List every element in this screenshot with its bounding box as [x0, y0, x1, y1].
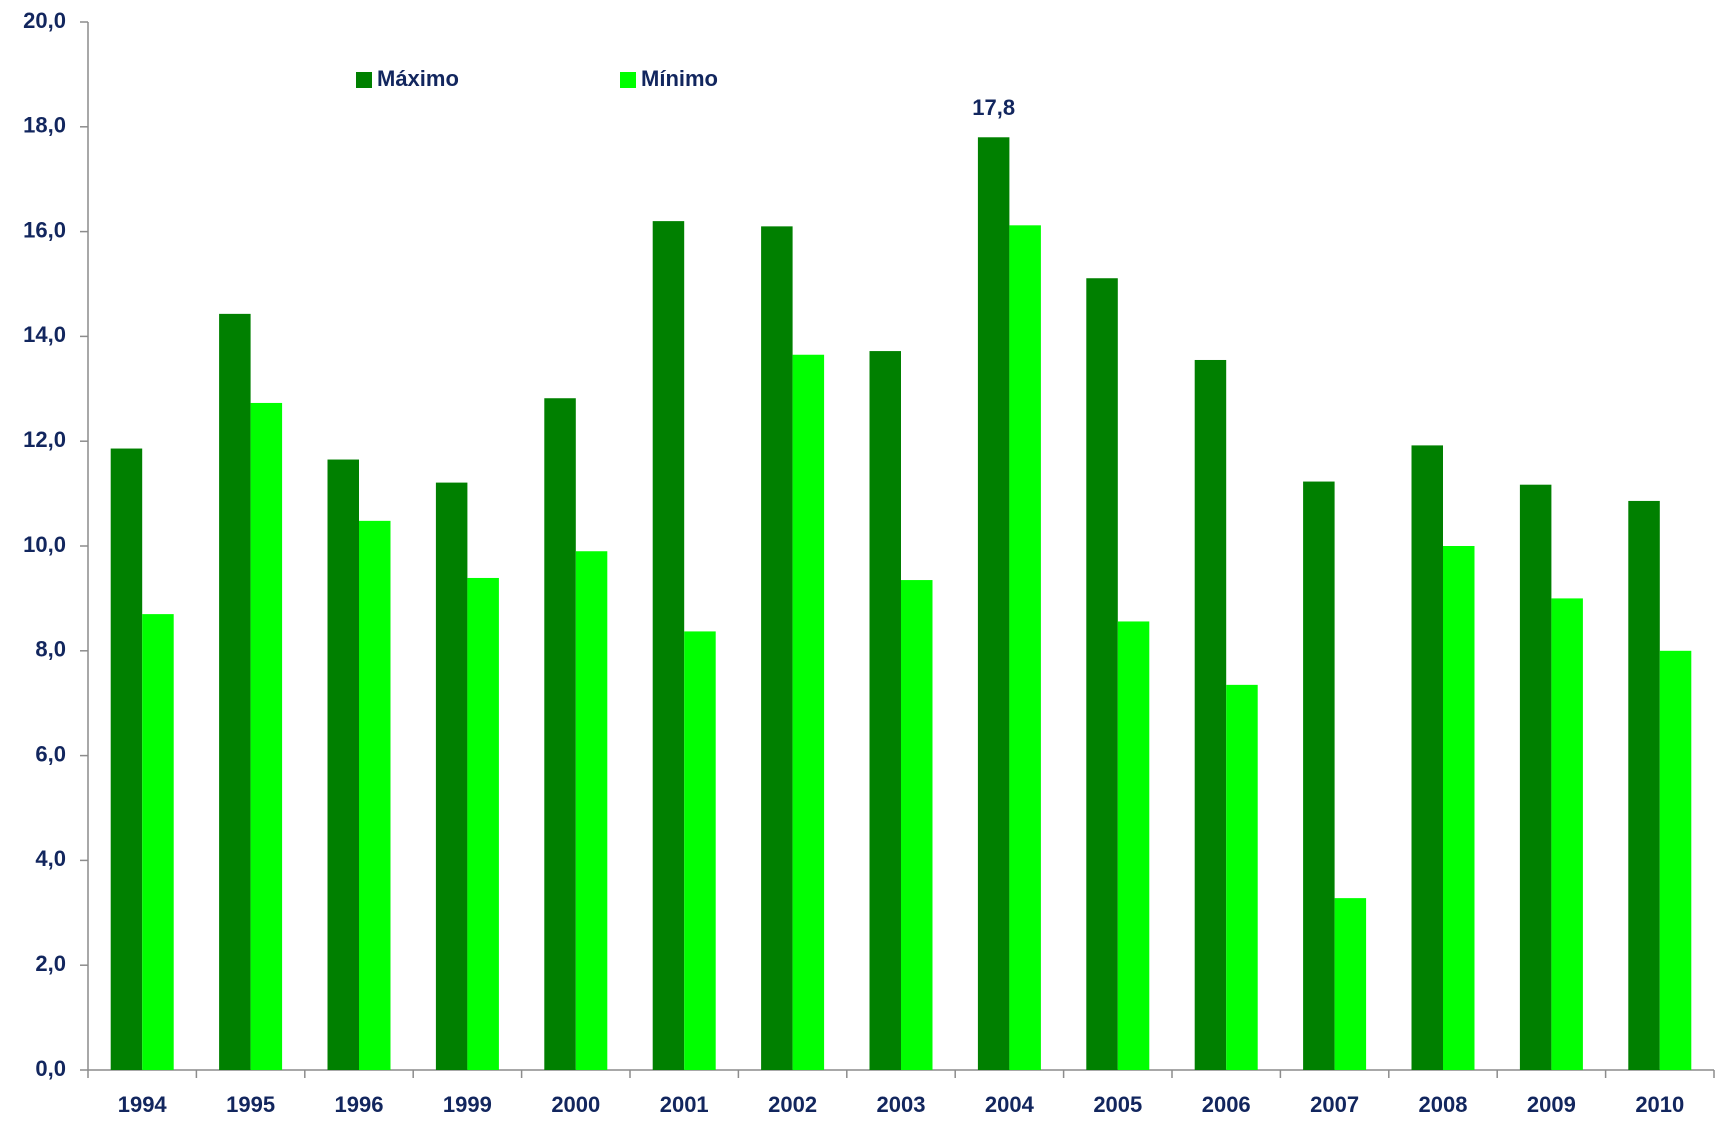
y-tick-label: 16,0 [23, 217, 66, 242]
data-label: 17,8 [972, 95, 1015, 120]
bar [684, 631, 716, 1070]
x-tick-label: 2000 [551, 1092, 600, 1117]
y-tick-label: 18,0 [23, 113, 66, 138]
bar [1443, 546, 1475, 1070]
bar [110, 448, 143, 1070]
x-tick-label: 2006 [1202, 1092, 1251, 1117]
bar [1551, 598, 1583, 1070]
bar [1628, 500, 1660, 1070]
bar [1334, 898, 1367, 1070]
bar [901, 580, 933, 1070]
y-tick-label: 20,0 [23, 8, 66, 33]
bar [977, 137, 1010, 1070]
y-tick-label: 2,0 [35, 951, 66, 976]
x-tick-label: 2005 [1093, 1092, 1142, 1117]
legend-label: Mínimo [641, 66, 718, 91]
bar [1009, 225, 1041, 1070]
x-tick-label: 2009 [1527, 1092, 1576, 1117]
bar [1411, 445, 1443, 1071]
legend-swatch [356, 72, 372, 88]
x-tick-label: 2010 [1635, 1092, 1684, 1117]
bar [761, 226, 793, 1071]
x-tick-label: 1999 [443, 1092, 492, 1117]
y-tick-label: 14,0 [23, 322, 66, 347]
bar [792, 354, 825, 1070]
x-tick-label: 2001 [660, 1092, 709, 1117]
bar [1519, 484, 1552, 1070]
x-tick-label: 1994 [118, 1092, 168, 1117]
bar [467, 577, 499, 1070]
x-tick-label: 2007 [1310, 1092, 1359, 1117]
bar [544, 398, 576, 1070]
legend-label: Máximo [377, 66, 459, 91]
bar [652, 221, 685, 1070]
bar [327, 459, 359, 1070]
x-tick-label: 1995 [226, 1092, 275, 1117]
x-tick-label: 2002 [768, 1092, 817, 1117]
bar [575, 551, 608, 1070]
bar [1659, 650, 1692, 1070]
bar [359, 520, 391, 1070]
bar [1226, 684, 1258, 1070]
bar [1086, 278, 1118, 1071]
bar [142, 614, 174, 1070]
bar [435, 482, 468, 1070]
bar [219, 313, 251, 1070]
x-tick-label: 2008 [1419, 1092, 1468, 1117]
legend-swatch [620, 72, 636, 88]
y-tick-label: 10,0 [23, 532, 66, 557]
y-tick-label: 12,0 [23, 427, 66, 452]
y-tick-label: 8,0 [35, 637, 66, 662]
x-tick-label: 1996 [335, 1092, 384, 1117]
bar [1194, 359, 1227, 1071]
bar [1117, 621, 1150, 1070]
y-tick-label: 4,0 [35, 846, 66, 871]
bar [869, 351, 901, 1070]
x-tick-label: 2003 [877, 1092, 926, 1117]
bar [1303, 481, 1335, 1071]
y-tick-label: 6,0 [35, 741, 66, 766]
bar [250, 402, 283, 1070]
y-tick-label: 0,0 [35, 1056, 66, 1081]
x-tick-label: 2004 [985, 1092, 1035, 1117]
